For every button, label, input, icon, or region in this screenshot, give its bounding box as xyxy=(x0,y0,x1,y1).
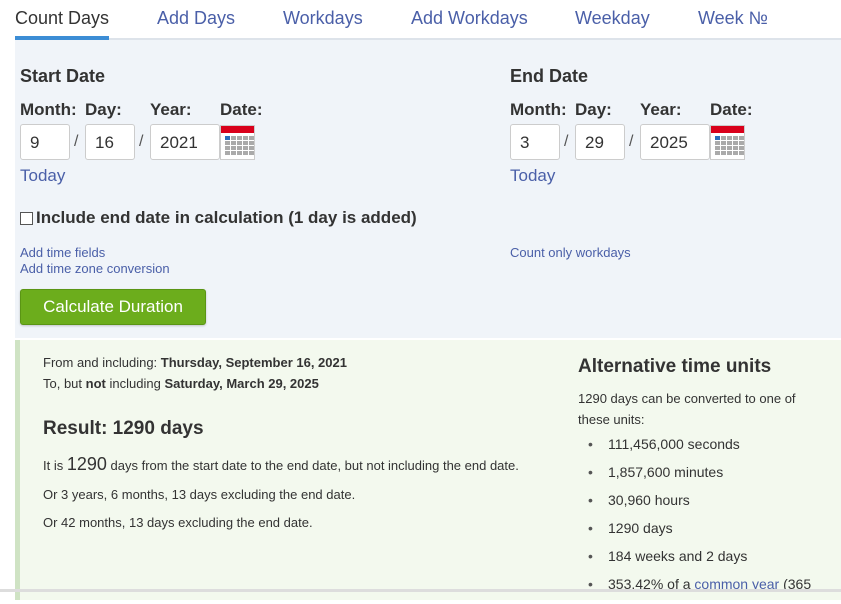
list-item: 30,960 hours xyxy=(583,492,811,520)
from-line: From and including: Thursday, September … xyxy=(43,355,347,370)
count-workdays-link[interactable]: Count only workdays xyxy=(510,245,631,260)
tab-workdays[interactable]: Workdays xyxy=(283,8,363,28)
start-year-input[interactable]: 2021 xyxy=(150,124,220,160)
list-item: 184 weeks and 2 days xyxy=(583,548,811,576)
to-line: To, but not including Saturday, March 29… xyxy=(43,376,319,391)
calculate-duration-button[interactable]: Calculate Duration xyxy=(20,289,206,325)
start-day-label: Day: xyxy=(85,100,122,119)
separator: / xyxy=(629,133,634,150)
add-time-fields-link[interactable]: Add time fields xyxy=(20,245,106,260)
end-day-input[interactable]: 29 xyxy=(575,124,625,160)
list-item: 353.42% of a common year (365 xyxy=(583,576,811,604)
separator: / xyxy=(564,133,569,150)
end-month-input[interactable]: 3 xyxy=(510,124,560,160)
result-months-line: Or 42 months, 13 days excluding the end … xyxy=(43,515,313,530)
checkbox-label: Include end date in calculation (1 day i… xyxy=(36,208,417,227)
start-day-input[interactable]: 16 xyxy=(85,124,135,160)
result-days-line: It is 1290 days from the start date to t… xyxy=(43,454,519,474)
end-today-link[interactable]: Today xyxy=(510,166,556,185)
date-form: Start Date Month: Day: Year: Date: 9 / 1… xyxy=(15,40,841,338)
end-date-label: Date: xyxy=(710,100,753,119)
checkbox-box[interactable] xyxy=(20,211,33,225)
alt-units-intro: 1290 days can be converted to one of the… xyxy=(578,391,796,427)
start-month-input[interactable]: 9 xyxy=(20,124,70,160)
calendar-icon[interactable] xyxy=(220,125,255,160)
tab-count-days[interactable]: Count Days xyxy=(15,8,110,28)
result-panel: From and including: Thursday, September … xyxy=(15,340,841,600)
list-item: 111,456,000 seconds xyxy=(583,436,811,464)
start-date-heading: Start Date xyxy=(20,66,106,86)
start-month-label: Month: xyxy=(20,100,77,119)
result-heading: Result: 1290 days xyxy=(43,418,204,439)
separator: / xyxy=(139,133,144,150)
common-year-link[interactable]: common year xyxy=(694,576,780,592)
scrollbar-edge xyxy=(0,589,841,592)
start-today-link[interactable]: Today xyxy=(20,166,66,185)
alt-units-heading: Alternative time units xyxy=(578,356,772,377)
separator: / xyxy=(74,133,79,150)
end-year-input[interactable]: 2025 xyxy=(640,124,710,160)
list-item: 1290 days xyxy=(583,520,811,548)
end-month-label: Month: xyxy=(510,100,567,119)
end-date-heading: End Date xyxy=(510,66,589,86)
calendar-icon[interactable] xyxy=(710,125,745,160)
end-day-label: Day: xyxy=(575,100,612,119)
tab-weekday[interactable]: Weekday xyxy=(575,8,650,28)
tab-add-workdays[interactable]: Add Workdays xyxy=(411,8,528,28)
tab-add-days[interactable]: Add Days xyxy=(157,8,236,28)
end-year-label: Year: xyxy=(640,100,682,119)
result-ymd-line: Or 3 years, 6 months, 13 days excluding … xyxy=(43,487,356,502)
tab-bar: Count Days Add Days Workdays Add Workday… xyxy=(15,0,841,40)
list-item: 1,857,600 minutes xyxy=(583,464,811,492)
add-time-zone-link[interactable]: Add time zone conversion xyxy=(20,261,170,276)
start-year-label: Year: xyxy=(150,100,192,119)
alt-units-list: 111,456,000 seconds 1,857,600 minutes 30… xyxy=(583,436,811,604)
tab-week-number[interactable]: Week № xyxy=(698,8,768,28)
start-date-label: Date: xyxy=(220,100,263,119)
include-end-date-checkbox[interactable]: Include end date in calculation (1 day i… xyxy=(20,208,417,228)
active-tab-indicator xyxy=(15,36,109,40)
